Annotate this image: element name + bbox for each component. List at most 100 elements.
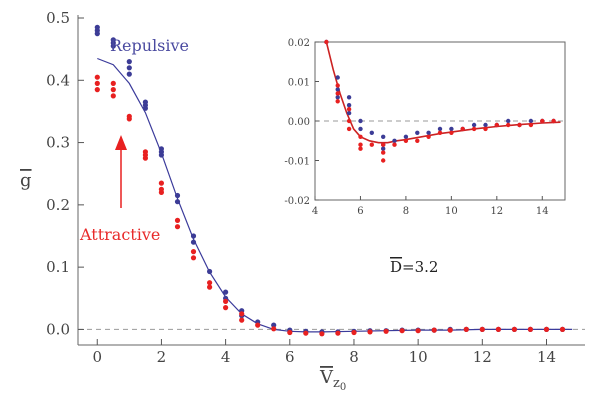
repulsive-data-point bbox=[381, 146, 386, 151]
attractive-data-point bbox=[287, 329, 293, 336]
repulsive-data-point bbox=[223, 289, 229, 295]
attractive-data-point bbox=[358, 134, 363, 139]
attractive-data-point bbox=[303, 330, 309, 336]
attractive-data-point bbox=[463, 326, 469, 332]
repulsive-data-point bbox=[190, 233, 197, 239]
repulsive-data-point bbox=[207, 268, 213, 275]
inset-x-ticks: 4 6 8 10 12 14 bbox=[312, 196, 549, 217]
repulsive-data-point bbox=[392, 138, 397, 143]
main-fit-curve bbox=[97, 57, 573, 333]
y-tick-label: 0.2 bbox=[46, 196, 70, 214]
x-axis-title: Vz0 bbox=[319, 367, 346, 393]
attractive-data-point bbox=[174, 217, 181, 223]
y-tick-label: 0.0 bbox=[46, 320, 70, 338]
attractive-data-point bbox=[174, 224, 181, 230]
repulsive-data-point bbox=[471, 122, 477, 128]
attractive-data-point bbox=[426, 134, 431, 139]
inset-fit-curve bbox=[325, 41, 561, 144]
attractive-data-point bbox=[271, 326, 277, 332]
attractive-data-point bbox=[367, 329, 373, 335]
y-tick-label: 0.01 bbox=[288, 78, 310, 89]
attractive-data-point bbox=[346, 118, 352, 124]
inset-y-ticks: -0.02 -0.01 0.00 0.01 0.02 bbox=[284, 38, 319, 207]
repulsive-data-point bbox=[346, 103, 352, 108]
y-tick-label: 0.02 bbox=[288, 38, 310, 49]
attractive-data-point bbox=[381, 142, 386, 147]
attractive-data-point bbox=[158, 180, 164, 186]
attractive-data-point bbox=[190, 255, 197, 261]
y-tick-label: 0.1 bbox=[46, 258, 70, 276]
repulsive-label: Repulsive bbox=[110, 36, 189, 55]
repulsive-data-point bbox=[358, 118, 363, 124]
attractive-data-point bbox=[460, 126, 465, 132]
y-tick-label: -0.01 bbox=[284, 157, 310, 168]
x-tick-label: 0 bbox=[92, 348, 102, 366]
attractive-data-point bbox=[190, 249, 197, 255]
repulsive-data-point bbox=[126, 59, 132, 65]
attractive-data-point bbox=[399, 328, 405, 334]
attractive-data-point bbox=[479, 326, 485, 332]
x-tick-label: 12 bbox=[473, 348, 492, 366]
repulsive-data-point bbox=[449, 126, 454, 132]
x-tick-label: 4 bbox=[312, 206, 318, 217]
attractive-data-point bbox=[142, 155, 148, 161]
repulsive-data-point bbox=[369, 130, 374, 135]
attractive-data-point bbox=[110, 80, 116, 86]
attractive-data-point bbox=[94, 74, 100, 80]
attractive-data-point bbox=[559, 326, 566, 332]
attractive-data-point bbox=[94, 80, 100, 86]
attractive-data-point bbox=[392, 142, 397, 147]
repulsive-data-point bbox=[174, 199, 181, 205]
attractive-data-point bbox=[494, 122, 499, 128]
attractive-data-point bbox=[471, 126, 477, 132]
attractive-data-point bbox=[415, 138, 420, 143]
repulsive-data-point bbox=[437, 126, 443, 132]
attractive-data-point bbox=[324, 39, 329, 45]
attractive-data-point bbox=[110, 87, 116, 93]
attractive-label: Attractive bbox=[79, 225, 160, 244]
attractive-data-point bbox=[223, 298, 229, 304]
attractive-data-point bbox=[517, 122, 522, 128]
repulsive-data-point bbox=[335, 75, 340, 80]
attractive-data-point bbox=[335, 91, 340, 96]
x-tick-label: 4 bbox=[221, 348, 231, 366]
attractive-data-point bbox=[551, 118, 556, 124]
repulsive-data-point bbox=[126, 71, 132, 77]
attractive-data-point bbox=[358, 142, 363, 147]
attractive-data-point bbox=[207, 284, 213, 290]
repulsive-data-point bbox=[483, 122, 488, 128]
x-tick-label: 14 bbox=[536, 206, 549, 217]
x-tick-label: 12 bbox=[490, 206, 503, 217]
y-tick-label: 0.4 bbox=[46, 71, 70, 89]
attractive-data-point bbox=[358, 146, 363, 151]
attractive-data-point bbox=[110, 93, 116, 99]
repulsive-data-point bbox=[335, 95, 340, 100]
main-data-points bbox=[94, 24, 566, 337]
attractive-data-point bbox=[223, 305, 229, 311]
main-axes-frame bbox=[77, 15, 585, 346]
repulsive-data-point bbox=[335, 87, 340, 92]
repulsive-data-point bbox=[126, 65, 132, 71]
attractive-data-point bbox=[158, 189, 164, 195]
repulsive-data-point bbox=[158, 152, 164, 158]
attractive-data-point bbox=[449, 130, 454, 135]
repulsive-data-point bbox=[346, 110, 352, 116]
attractive-data-point bbox=[437, 130, 443, 135]
x-tick-label: 2 bbox=[157, 348, 167, 366]
x-tick-label: 10 bbox=[409, 348, 428, 366]
repulsive-data-point bbox=[403, 134, 409, 139]
attractive-data-point bbox=[431, 327, 437, 333]
attractive-data-point bbox=[335, 330, 341, 336]
attractive-data-point bbox=[351, 329, 357, 336]
attractive-data-point bbox=[335, 99, 340, 104]
attractive-data-point bbox=[527, 326, 534, 332]
attractive-data-point bbox=[335, 83, 340, 88]
attractive-data-point bbox=[495, 326, 501, 332]
attractive-data-point bbox=[346, 126, 352, 132]
attractive-data-point bbox=[383, 328, 389, 334]
attractive-data-point bbox=[403, 138, 409, 143]
y-tick-label: -0.02 bbox=[284, 196, 310, 207]
attractive-data-point bbox=[94, 87, 100, 93]
attractive-data-point bbox=[543, 326, 550, 332]
